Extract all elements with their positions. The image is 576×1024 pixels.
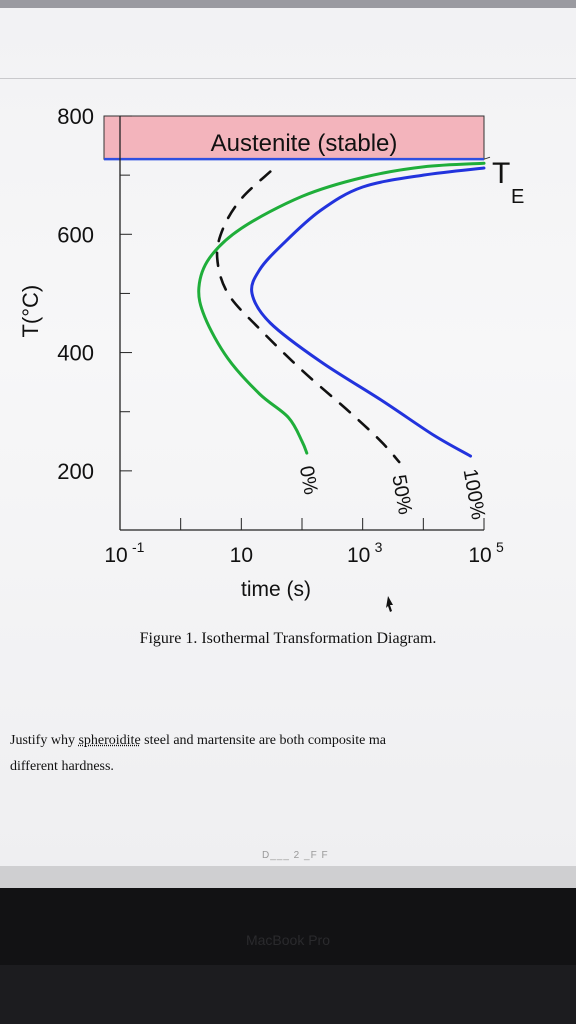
laptop-brand-label: MacBook Pro [0,932,576,948]
te-label: T [492,157,510,190]
mouse-cursor-icon [386,596,393,612]
x-tick-label: 10 [230,544,253,567]
region-label: Austenite (stable) [211,130,398,157]
te-pointer [484,157,490,159]
x-tick-label: 10 [347,544,370,567]
top-edge-strip [0,0,576,8]
te-subscript: E [511,186,524,208]
question-text: Justify why spheroidite steel and marten… [10,728,576,780]
curve-0pct [199,163,484,453]
curve-label-50pct: 50% [387,473,416,516]
curve-100pct [252,168,484,456]
y-axis-label: T(°C) [18,285,43,338]
y-tick-label: 800 [57,104,94,129]
x-tick-label: 10 [104,544,127,567]
curve-label-0pct: 0% [295,464,322,497]
x-tick-exponent: 5 [496,539,504,555]
laptop-bezel-lip [0,965,576,1024]
figure-caption: Figure 1. Isothermal Transformation Diag… [0,630,576,648]
x-tick-exponent: 3 [375,539,383,555]
y-tick-label: 400 [57,341,94,366]
curve-50pct [217,172,399,462]
x-tick-label: 10 [468,544,491,567]
x-tick-exponent: -1 [132,539,145,555]
page-number: D___ 2 _F F [262,850,329,861]
x-axis-label: time (s) [241,578,311,601]
y-tick-label: 600 [57,222,94,247]
question-line-2: different hardness. [10,754,576,780]
curve-label-100pct: 100% [459,467,490,521]
spellcheck-word: spheroidite [78,733,140,748]
ttt-chart: 800 600 400 200 10 -1 10 10 3 10 5 Austenite (stab… [0,8,576,618]
y-tick-label: 200 [57,459,94,484]
question-line-1: Justify why spheroidite steel and marten… [10,728,576,754]
